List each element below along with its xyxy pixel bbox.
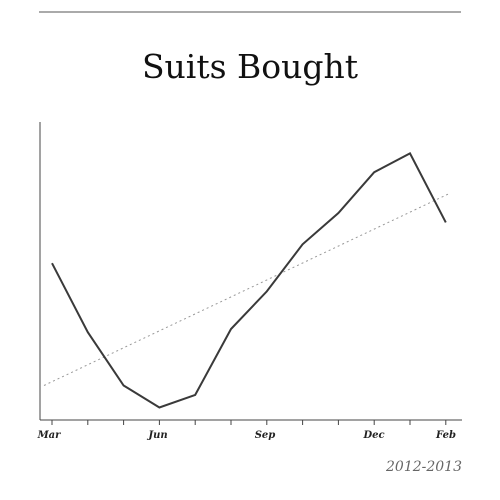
chart-title: Suits Bought — [142, 47, 358, 86]
x-axis-ticks — [52, 420, 446, 425]
tick-label-feb: Feb — [435, 430, 456, 441]
tick-label-dec: Dec — [362, 430, 384, 441]
tick-label-sep: Sep — [255, 430, 276, 441]
series-line — [52, 153, 446, 407]
x-axis-tick-labels: Mar Jun Sep Dec Feb — [37, 430, 456, 441]
tick-label-mar: Mar — [37, 430, 62, 441]
date-range-label: 2012-2013 — [385, 459, 462, 475]
tick-label-jun: Jun — [146, 430, 167, 441]
